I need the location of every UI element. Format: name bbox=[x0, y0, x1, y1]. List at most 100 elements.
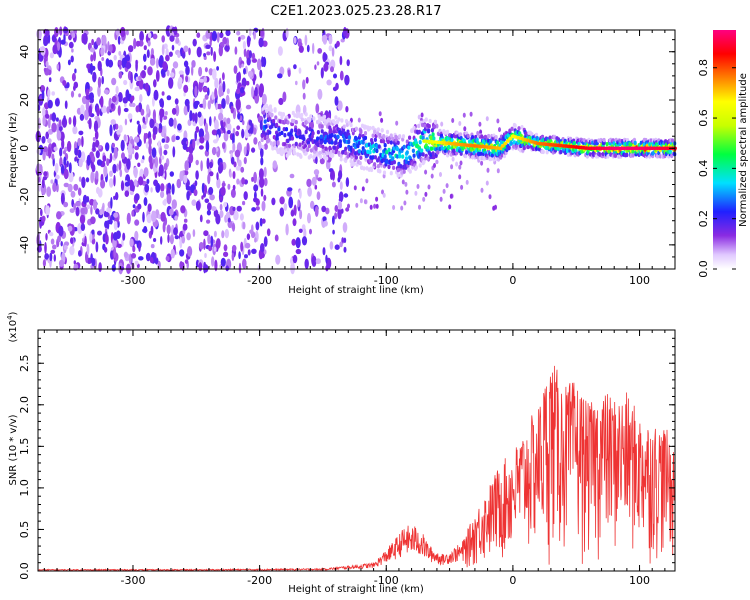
spectrogram-noise-cell bbox=[290, 262, 295, 275]
snr-ytick-label: 1.0 bbox=[18, 479, 31, 497]
spectrogram-noise-cell bbox=[322, 247, 326, 256]
spectrogram-noise-cell bbox=[230, 105, 234, 114]
spectrogram-noise-cell bbox=[63, 182, 69, 188]
spectrogram-noise-cell bbox=[196, 138, 199, 146]
spectrogram-noise-cell bbox=[203, 230, 209, 237]
spectrogram-noise-cell bbox=[221, 182, 226, 187]
spectrogram-noise-cell bbox=[206, 219, 211, 224]
colorbar-label: Normalized spectral amplitude bbox=[738, 73, 749, 227]
spectrogram-noise-cell bbox=[74, 147, 78, 156]
spectrogram-noise-cell bbox=[255, 221, 260, 231]
spectrogram-noise-cell bbox=[178, 76, 183, 85]
spectrogram-noise-cell bbox=[343, 26, 347, 37]
spectrogram-noise-cell bbox=[204, 253, 207, 258]
spectrogram-noise-cell bbox=[134, 193, 140, 201]
spectrogram-ridge-cell bbox=[359, 155, 363, 160]
spectrogram-ridge-cell bbox=[334, 115, 338, 120]
spectrogram-noise-cell bbox=[80, 223, 86, 232]
spectrogram-ridge-cell bbox=[309, 153, 313, 159]
spectrogram-noise-cell bbox=[59, 126, 63, 131]
spectrogram-noise-cell bbox=[303, 228, 307, 239]
spectrogram-ridge-cell bbox=[424, 117, 428, 122]
spectrogram-noise-cell bbox=[124, 102, 127, 108]
spectrogram-noise-cell bbox=[253, 171, 257, 184]
spectrogram-noise-cell bbox=[80, 207, 86, 215]
spectrogram-noise-cell bbox=[145, 141, 149, 149]
spectrogram-noise-cell bbox=[63, 115, 66, 122]
spectrogram-noise-cell bbox=[230, 156, 235, 165]
spectrogram-noise-cell bbox=[128, 45, 134, 53]
spectrogram-noise-cell bbox=[137, 162, 141, 167]
spectrogram-noise-cell bbox=[61, 138, 65, 150]
colorbar-tick-label: 0.2 bbox=[697, 210, 710, 228]
spectrogram-noise-cell bbox=[113, 246, 117, 259]
spectrogram-noise-cell bbox=[332, 229, 335, 235]
spectrogram-ridge-cell bbox=[331, 153, 335, 158]
spectrogram-noise-cell bbox=[243, 259, 247, 268]
spectrogram-noise-cell bbox=[53, 254, 56, 262]
spectrogram-noise-cell bbox=[51, 122, 57, 133]
spectrogram-noise-cell bbox=[449, 193, 453, 199]
spectrogram-noise-cell bbox=[148, 155, 153, 164]
spectrogram-noise-cell bbox=[220, 257, 226, 267]
spectrogram-noise-cell bbox=[183, 174, 188, 184]
spectrogram-noise-cell bbox=[246, 80, 250, 86]
spectrogram-noise-cell bbox=[238, 251, 241, 260]
spectrogram-noise-cell bbox=[165, 111, 168, 116]
spectrogram-ridge-cell bbox=[408, 169, 412, 174]
spectrogram-ridge-cell bbox=[306, 147, 310, 152]
spectrogram-ridge-cell bbox=[512, 140, 517, 145]
spectrogram-noise-cell bbox=[342, 222, 348, 233]
spectrogram-noise-cell bbox=[225, 265, 229, 272]
spectrogram-ridge-cell bbox=[318, 150, 322, 156]
spectrogram-noise-cell bbox=[339, 181, 343, 191]
spectrogram-noise-cell bbox=[136, 120, 140, 125]
spectrogram-noise-cell bbox=[496, 118, 500, 124]
spectrogram-noise-cell bbox=[123, 107, 129, 113]
spectrogram-ridge-cell bbox=[309, 114, 313, 119]
spectrogram-noise-cell bbox=[224, 45, 230, 52]
spectrogram-ridge-cell bbox=[283, 133, 287, 138]
spectrogram-noise-cell bbox=[260, 188, 264, 197]
spectrogram-noise-cell bbox=[191, 65, 194, 76]
spectrogram-noise-cell bbox=[111, 264, 116, 272]
spectrogram-noise-cell bbox=[169, 35, 175, 42]
spectrogram-noise-cell bbox=[161, 35, 165, 43]
snr-frame bbox=[37, 329, 676, 572]
spectrogram-noise-cell bbox=[142, 116, 146, 124]
spectrogram-noise-cell bbox=[496, 168, 500, 174]
spectrogram-ridge-core bbox=[508, 136, 513, 141]
spectrogram-noise-cell bbox=[235, 166, 241, 171]
spectrogram-ridge-cell bbox=[509, 141, 513, 146]
spectrogram-noise-cell bbox=[139, 94, 143, 103]
spectrogram-noise-cell bbox=[170, 72, 175, 78]
spectrogram-noise-cell bbox=[84, 235, 87, 247]
spectrogram-noise-cell bbox=[174, 235, 179, 240]
spectrogram-noise-cell bbox=[485, 180, 489, 186]
spectrogram-noise-cell bbox=[183, 60, 189, 68]
spectrogram-noise-cell bbox=[135, 105, 140, 113]
spectrogram-noise-cell bbox=[202, 86, 208, 93]
figure-title: C2E1.2023.025.23.28.R17 bbox=[270, 4, 441, 19]
spectrogram-noise-cell bbox=[70, 237, 74, 245]
spectrogram-noise-cell bbox=[260, 243, 265, 253]
snr-multiplier: (x104) bbox=[6, 311, 19, 342]
spectrogram-noise-cell bbox=[263, 236, 268, 247]
spectrogram-noise-cell bbox=[138, 75, 142, 82]
spectrogram-noise-cell bbox=[222, 72, 225, 81]
spectrogram-ridge-cell bbox=[323, 121, 327, 126]
spectrogram-ridge-cell bbox=[284, 127, 289, 132]
spectrogram-ridge-cell bbox=[286, 138, 290, 144]
spectrogram-noise-cell bbox=[247, 249, 251, 256]
spectrogram-ridge-cell bbox=[368, 126, 372, 131]
spectrogram-noise-cell bbox=[125, 30, 129, 36]
spectrogram-ridge-cell bbox=[275, 122, 279, 128]
spectrogram-ridge-cell bbox=[380, 128, 384, 133]
spectrogram-ridge-cell bbox=[294, 120, 298, 125]
spectrogram-noise-cell bbox=[244, 242, 251, 249]
spectrogram-noise-cell bbox=[144, 82, 149, 92]
spectrogram-noise-cell bbox=[293, 204, 297, 216]
spectrogram-noise-cell bbox=[71, 32, 76, 39]
spectrogram-noise-cell bbox=[251, 176, 254, 182]
spectrogram-ridge-cell bbox=[548, 135, 552, 140]
